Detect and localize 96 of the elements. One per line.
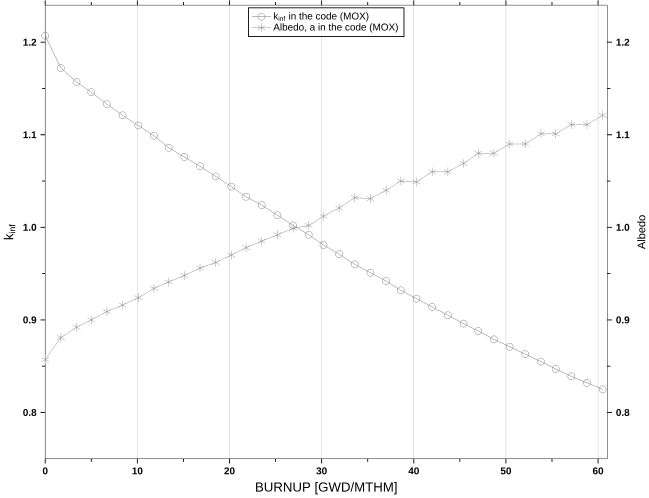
y2-tick-label: 0.9 [616, 316, 630, 324]
point [537, 358, 545, 366]
point [228, 182, 236, 190]
point [460, 320, 468, 328]
point [490, 148, 498, 158]
y2-tick-label: 1.2 [616, 38, 630, 46]
point [72, 322, 81, 332]
point [102, 306, 111, 316]
x-tick-label: 40 [408, 467, 419, 474]
point [242, 193, 250, 201]
point [319, 212, 328, 221]
y-tick-label: 0.8 [23, 408, 36, 416]
point [552, 365, 560, 373]
y2-tick-label: 0.8 [616, 408, 630, 416]
y2-tick-label: 1.0 [616, 224, 630, 231]
point [41, 32, 49, 40]
point [460, 158, 468, 168]
point [320, 241, 328, 249]
point [258, 236, 266, 246]
point [568, 372, 576, 380]
point [118, 112, 126, 120]
point [521, 139, 530, 149]
point [289, 224, 298, 233]
point [396, 176, 405, 186]
point [118, 300, 127, 310]
point [335, 250, 343, 258]
point [41, 355, 50, 364]
point [474, 327, 482, 335]
point [382, 277, 390, 285]
point [304, 230, 312, 238]
point [56, 332, 65, 342]
point [444, 167, 452, 176]
point [382, 186, 390, 195]
y2-axis-title: Albedo [637, 215, 646, 250]
point [474, 148, 482, 158]
point [412, 294, 420, 302]
point [583, 379, 591, 387]
point [164, 144, 172, 152]
point [150, 284, 158, 294]
x-tick-label: 30 [316, 467, 327, 474]
point [180, 153, 188, 161]
point [212, 258, 220, 268]
point [350, 193, 359, 202]
point [258, 201, 266, 209]
point [335, 203, 344, 213]
legend-label: k$_{inf}$ in the code (MOX) [274, 12, 368, 22]
point [428, 167, 436, 176]
x-tick-label: 50 [500, 467, 512, 474]
point [180, 270, 188, 280]
point [150, 132, 158, 140]
point [289, 222, 297, 230]
point [598, 110, 607, 120]
point [212, 172, 220, 180]
x-tick-label: 0 [42, 467, 48, 474]
x-axis-title: BURNUP [GWD/MTHM] [256, 482, 397, 494]
y-axis-title: k$_{inf}$ [4, 224, 16, 240]
x-tick-label: 10 [132, 467, 142, 474]
point [536, 129, 545, 138]
point [134, 293, 142, 302]
point [366, 194, 375, 204]
y-tick-label: 1.1 [23, 131, 36, 138]
x-tick-label: 60 [592, 467, 604, 474]
point [227, 250, 236, 260]
point [87, 315, 96, 325]
y-tick-label: 1.0 [23, 224, 36, 231]
point [196, 263, 204, 273]
x-tick-label: 20 [224, 467, 235, 474]
point [273, 230, 282, 240]
point [506, 343, 514, 350]
point [72, 78, 80, 86]
y-tick-label: 0.9 [23, 316, 36, 324]
point [428, 303, 436, 311]
point [567, 120, 576, 130]
point [304, 220, 313, 230]
point [490, 336, 498, 344]
point [103, 100, 111, 108]
point [134, 122, 142, 130]
point [444, 312, 452, 320]
point [57, 64, 65, 72]
point [351, 260, 359, 268]
point [366, 268, 374, 276]
point [397, 286, 405, 294]
y-tick-label: 1.2 [23, 38, 36, 46]
point [274, 212, 282, 220]
point [412, 177, 421, 187]
point [88, 88, 96, 96]
y2-tick-label: 1.1 [616, 131, 630, 138]
point [582, 120, 592, 130]
point [552, 129, 560, 138]
point [242, 243, 250, 252]
legend-label: Albedo, a in the code (MOX) [273, 23, 398, 33]
point [522, 350, 530, 358]
point [164, 277, 173, 287]
point [598, 386, 606, 394]
point [196, 162, 204, 170]
point [506, 139, 514, 149]
